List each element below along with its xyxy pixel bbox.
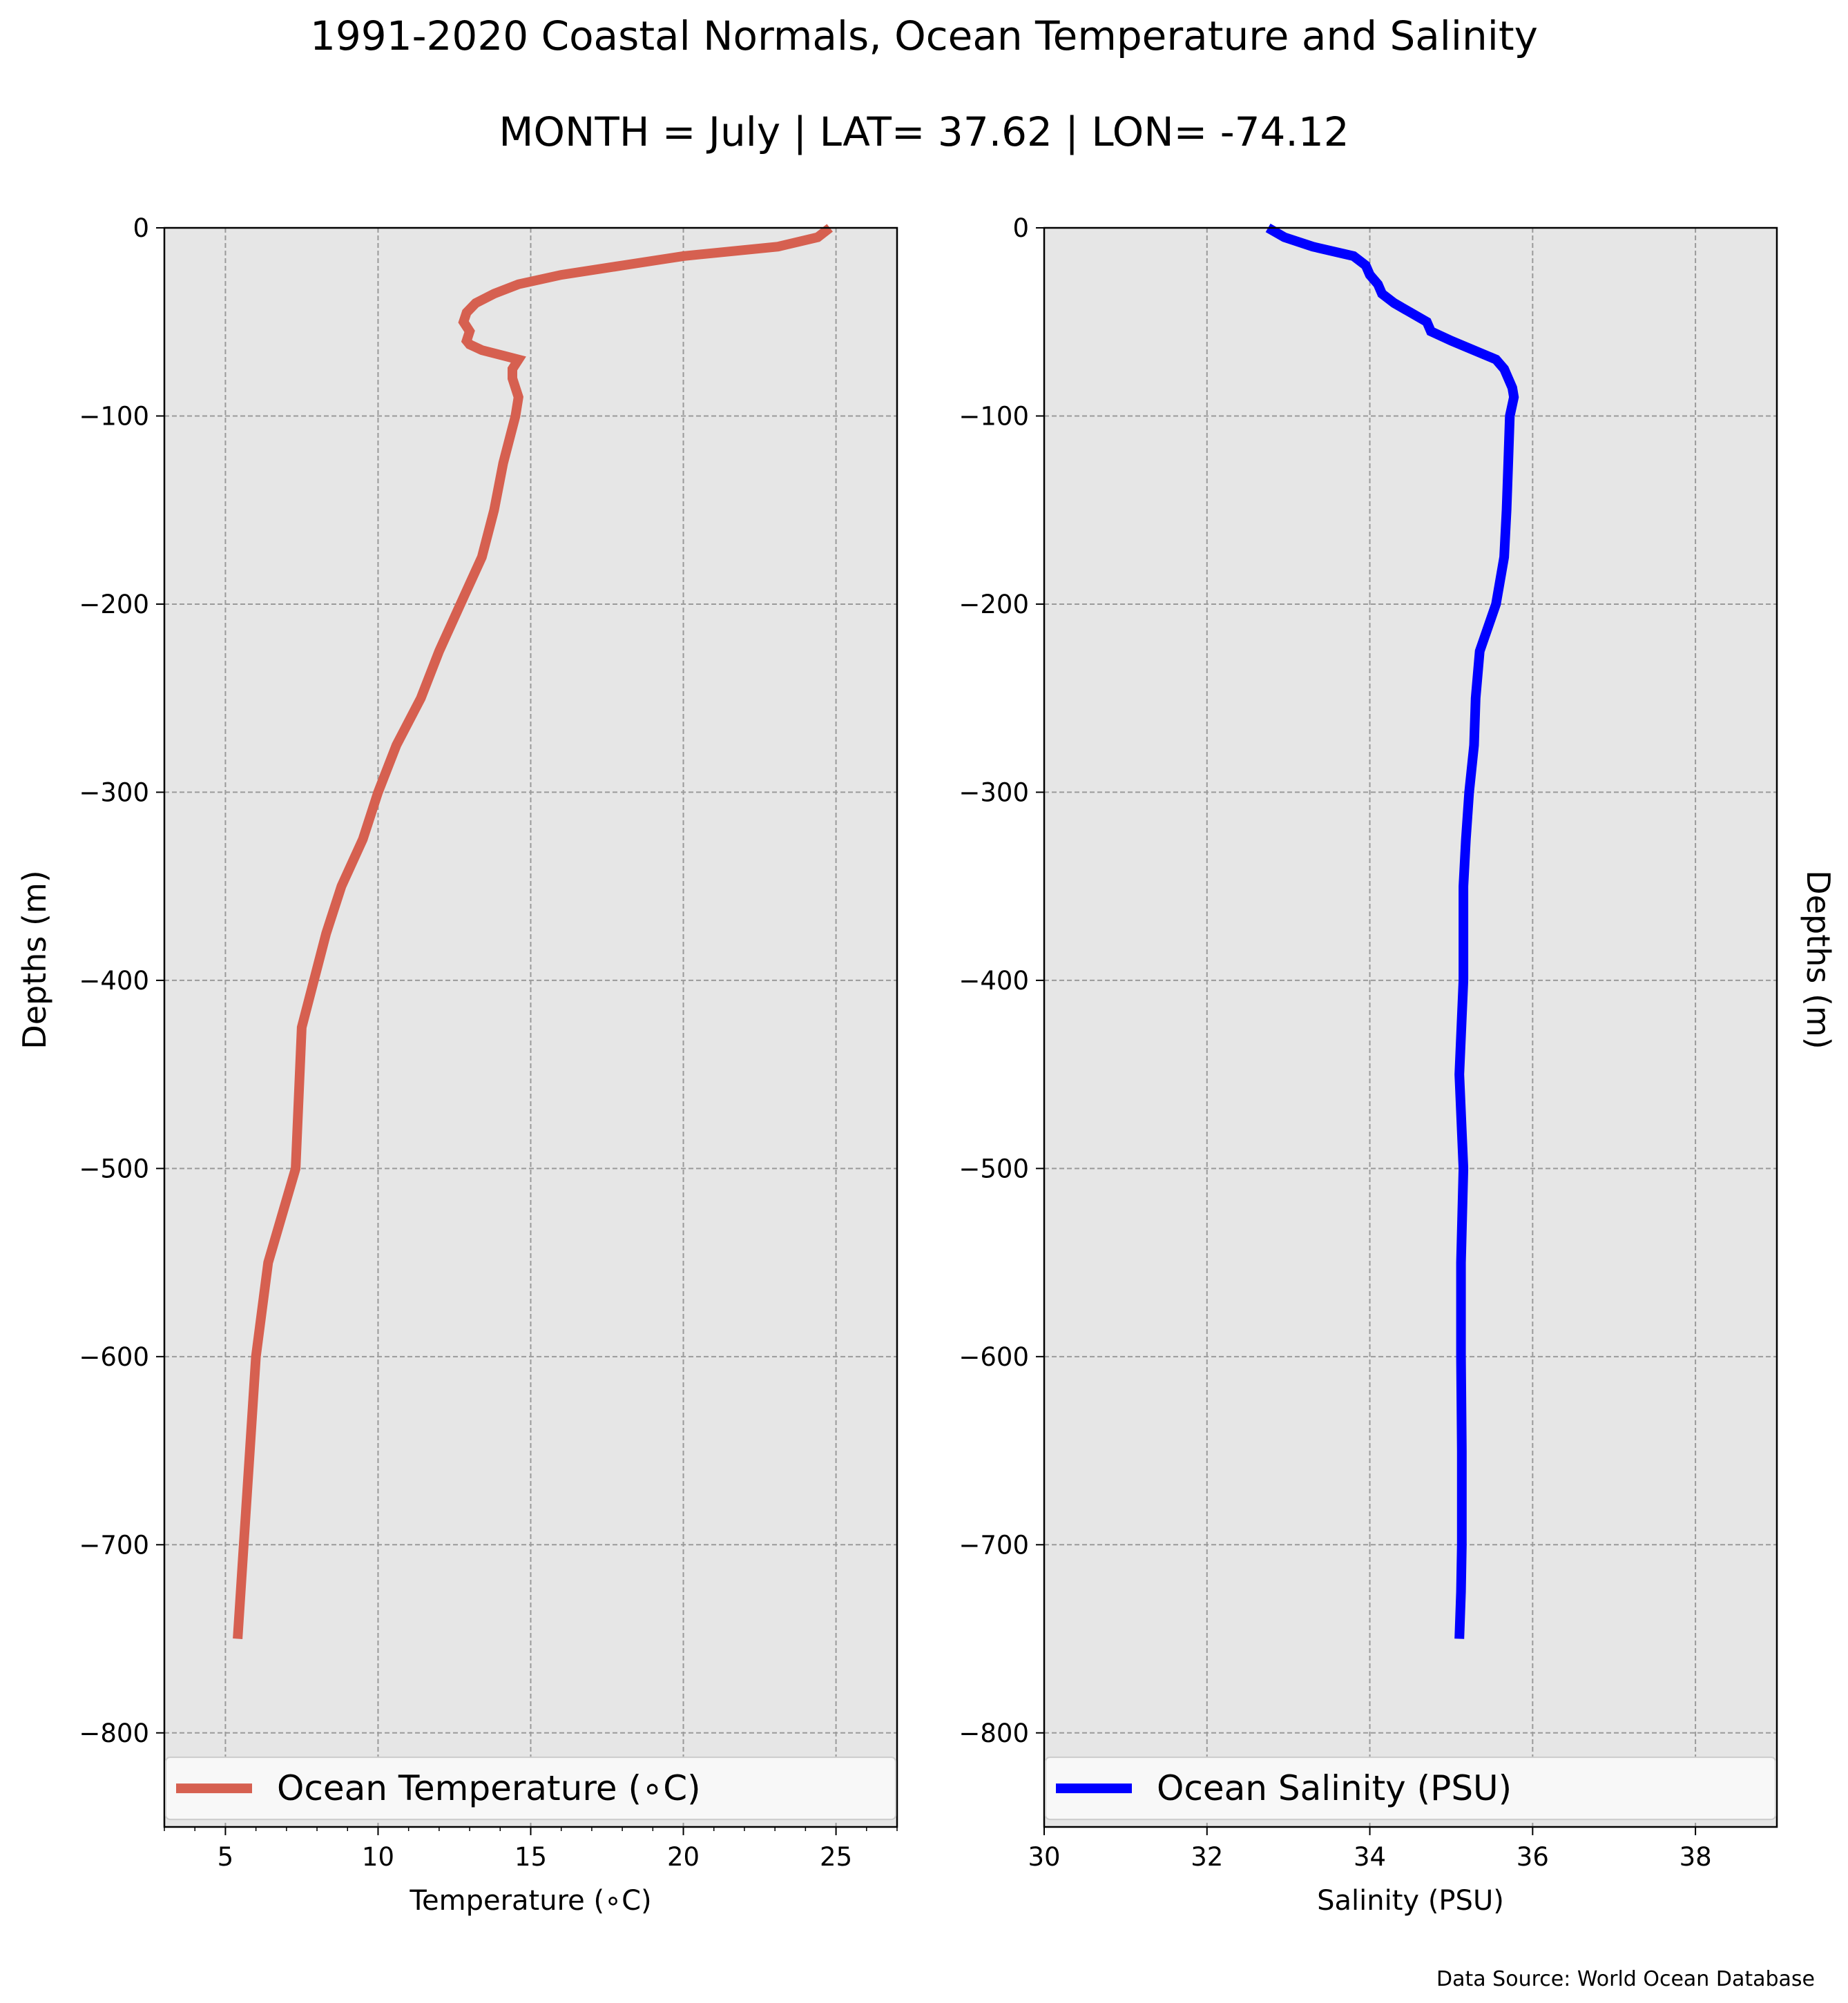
y-tick-label: −700 bbox=[79, 1530, 149, 1560]
x-axis-label: Salinity (PSU) bbox=[1317, 1885, 1504, 1917]
y-tick-label: −800 bbox=[79, 1719, 149, 1748]
legend-box bbox=[1045, 1757, 1776, 1821]
y-tick-label: 0 bbox=[133, 213, 149, 243]
x-tick-label: 5 bbox=[218, 1842, 234, 1872]
y-tick-label: −200 bbox=[79, 590, 149, 619]
legend-label: Ocean Salinity (PSU) bbox=[1157, 1768, 1512, 1808]
series-line bbox=[233, 224, 833, 1639]
axes-frame bbox=[1043, 226, 1778, 1828]
y-tick-label: −200 bbox=[959, 590, 1029, 619]
x-tick-label: 20 bbox=[667, 1842, 700, 1872]
x-tick-label: 10 bbox=[362, 1842, 394, 1872]
y-tick-label: −100 bbox=[959, 401, 1029, 431]
y-tick-label: −800 bbox=[959, 1719, 1029, 1748]
y-tick-label: 0 bbox=[1012, 213, 1029, 243]
right-ylabel: Depths (m) bbox=[1800, 870, 1837, 1049]
y-tick-label: −300 bbox=[959, 777, 1029, 807]
x-tick-label: 38 bbox=[1679, 1842, 1712, 1872]
y-tick-label: −400 bbox=[959, 966, 1029, 996]
x-tick-label: 25 bbox=[820, 1842, 852, 1872]
temperature-panel: 5 10 15 20 25 0 −100 −200 −300 −400 −500 −600 −700 −8… bbox=[16, 213, 898, 1917]
x-tick-label: 30 bbox=[1028, 1842, 1060, 1872]
x-tick-label: 32 bbox=[1191, 1842, 1223, 1872]
x-axis-label: Temperature (∘C) bbox=[409, 1885, 651, 1917]
y-tick-label: −300 bbox=[79, 777, 149, 807]
series-line bbox=[1265, 223, 1519, 1639]
y-axis-label: Depths (m) bbox=[16, 870, 53, 1049]
y-tick-label: −500 bbox=[79, 1154, 149, 1183]
chart-title: 1991-2020 Coastal Normals, Ocean Tempera… bbox=[310, 12, 1538, 59]
legend: Ocean Salinity (PSU) bbox=[1045, 1757, 1776, 1821]
x-tick-label: 34 bbox=[1354, 1842, 1386, 1872]
x-tick-label: 36 bbox=[1517, 1842, 1549, 1872]
y-tick-label: −100 bbox=[79, 401, 149, 431]
y-tick-label: −600 bbox=[959, 1342, 1029, 1372]
legend-box bbox=[165, 1757, 896, 1821]
x-tick-label: 15 bbox=[514, 1842, 547, 1872]
y-tick-label: −400 bbox=[79, 966, 149, 996]
salinity-panel: 30 32 34 36 38 0 −100 −200 −300 −400 −500 −600 −700 −… bbox=[959, 213, 1778, 1917]
legend: Ocean Temperature (∘C) bbox=[165, 1757, 896, 1821]
y-tick-label: −600 bbox=[79, 1342, 149, 1372]
chart-subtitle: MONTH = July | LAT= 37.62 | LON= -74.12 bbox=[499, 108, 1349, 155]
legend-label: Ocean Temperature (∘C) bbox=[277, 1768, 701, 1808]
y-tick-label: −500 bbox=[959, 1154, 1029, 1183]
y-tick-label: −700 bbox=[959, 1530, 1029, 1560]
plot-area bbox=[1044, 228, 1777, 1827]
data-source: Data Source: World Ocean Database bbox=[1436, 1967, 1815, 1991]
